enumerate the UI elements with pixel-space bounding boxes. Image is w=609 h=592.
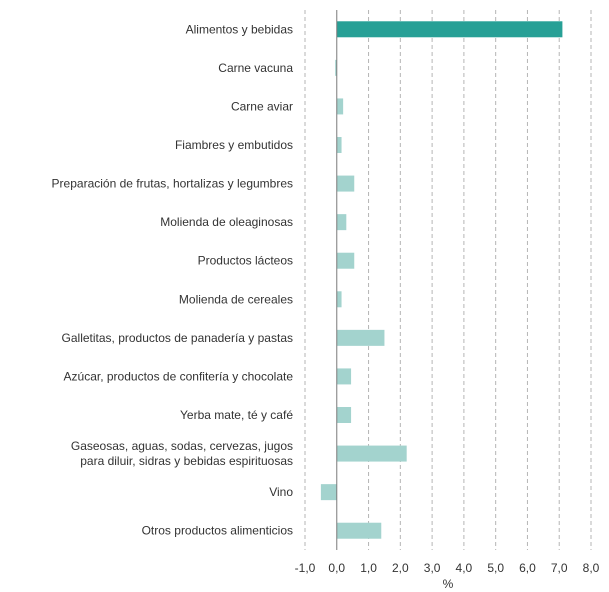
bar — [335, 59, 337, 76]
x-tick-label: 3,0 — [424, 561, 441, 575]
category-label: Galletitas, productos de panadería y pas… — [62, 331, 293, 345]
category-label: Productos lácteos — [198, 254, 293, 268]
x-tick-label: 0,0 — [328, 561, 345, 575]
category-label: Carne aviar — [231, 99, 293, 113]
category-label: Fiambres y embutidos — [175, 138, 293, 152]
x-tick-label: -1,0 — [295, 561, 316, 575]
category-label: Vino — [269, 485, 293, 499]
bar — [336, 368, 352, 385]
category-label: Gaseosas, aguas, sodas, cervezas, jugos p… — [71, 439, 293, 468]
bar — [336, 445, 407, 462]
gridlines — [304, 10, 592, 550]
bar — [336, 291, 342, 308]
bar — [336, 329, 385, 346]
x-axis-title: % — [443, 577, 454, 591]
x-tick-label: 1,0 — [360, 561, 377, 575]
category-label: Molienda de cereales — [179, 292, 293, 306]
bar — [320, 484, 337, 501]
x-tick-label: 8,0 — [583, 561, 600, 575]
bars — [320, 21, 563, 539]
bar — [336, 252, 355, 269]
category-label: Azúcar, productos de confitería y chocol… — [64, 369, 294, 383]
bar — [336, 175, 355, 192]
bar — [336, 98, 344, 115]
bar — [336, 407, 352, 423]
bar — [336, 21, 563, 38]
x-tick-labels: -1,0 0,0 1,0 2,0 3,0 4,0 5,0 6,0 7,0 8,0 — [295, 561, 600, 575]
x-tick-label: 6,0 — [519, 561, 536, 575]
x-tick-label: 5,0 — [487, 561, 504, 575]
x-tick-label: 4,0 — [456, 561, 473, 575]
category-label: Yerba mate, té y café — [180, 408, 293, 422]
bar — [336, 214, 347, 231]
category-labels: Alimentos y bebidas Carne vacuna Carne avi… — [52, 22, 294, 537]
category-label: Otros productos alimenticios — [142, 524, 293, 538]
x-tick-label: 7,0 — [551, 561, 568, 575]
category-label: Carne vacuna — [218, 61, 293, 75]
category-label: Preparación de frutas, hortalizas y legu… — [52, 177, 293, 191]
bar — [336, 137, 342, 153]
category-label: Molienda de oleaginosas — [160, 215, 293, 229]
category-label: Alimentos y bebidas — [186, 22, 293, 36]
bar — [336, 522, 382, 539]
x-tick-label: 2,0 — [392, 561, 409, 575]
